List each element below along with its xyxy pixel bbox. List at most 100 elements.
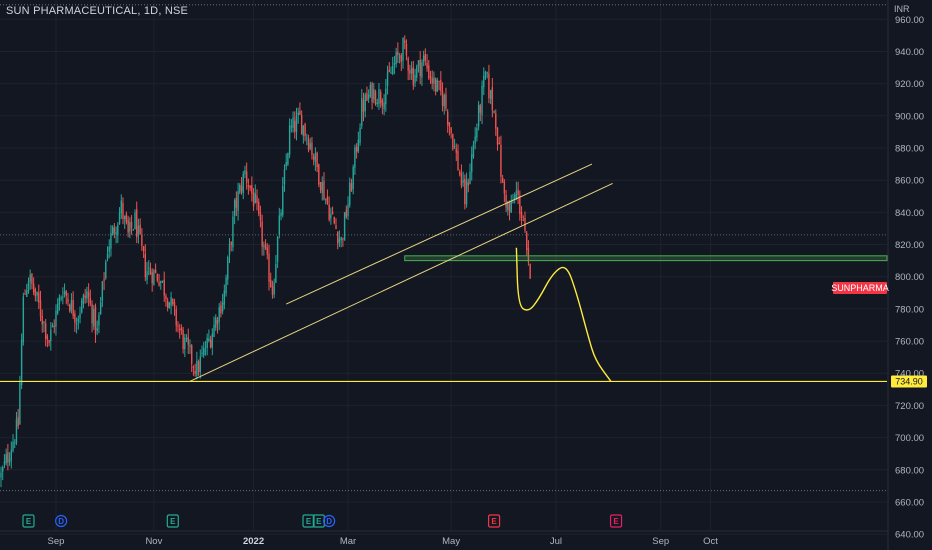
candle-body [201, 352, 203, 354]
earnings-marker-icon[interactable] [22, 514, 35, 528]
candle-body [161, 280, 164, 282]
candle-body [316, 152, 318, 168]
dividend-marker-icon[interactable] [323, 514, 336, 528]
candle-body [146, 270, 148, 281]
earnings-marker-icon[interactable] [302, 514, 315, 528]
candle-body [216, 320, 219, 325]
candle-body [56, 303, 59, 314]
candle-body [352, 166, 354, 189]
candle-body [426, 63, 428, 69]
candle-body [299, 111, 301, 115]
y-tick-label: 940.00 [895, 47, 924, 58]
candle-body [268, 253, 270, 282]
candle-body [355, 146, 358, 153]
candle-body [417, 60, 420, 67]
candle-body [287, 153, 289, 165]
candle-body [294, 120, 296, 132]
earnings-marker-icon[interactable] [166, 514, 179, 528]
candle-body [410, 68, 413, 74]
candle-body [483, 76, 485, 88]
candle-body [38, 292, 40, 303]
candle-body [75, 323, 78, 325]
y-tick-label: 800.00 [895, 272, 924, 283]
candle-body [15, 419, 18, 443]
candlesticks [0, 35, 531, 488]
support-zone [404, 255, 888, 262]
candle-body [359, 127, 361, 143]
candle-body [256, 195, 258, 203]
candle-body [101, 281, 104, 301]
candle-body [103, 279, 105, 281]
candle-body [379, 92, 382, 103]
event-marker-letter: E [491, 517, 497, 526]
x-tick-label: May [442, 536, 460, 547]
candle-body [438, 81, 440, 83]
candle-body [39, 300, 42, 317]
candle-body [343, 212, 346, 241]
price-axis[interactable]: 960.00 940.00 920.00 900.00 880.00 860.00 840.… [887, 0, 924, 550]
time-axis[interactable]: Sep Nov 2022 Mar May Jul Sep Oct [0, 530, 888, 547]
candle-body [60, 297, 62, 299]
candle-body [111, 226, 114, 235]
candle-body [87, 292, 90, 298]
candle-body [8, 459, 11, 463]
candle-body [507, 202, 509, 211]
candle-body [118, 212, 121, 224]
candle-body [187, 337, 189, 345]
candle-body [134, 212, 136, 230]
candle-body [321, 182, 323, 193]
candle-body [2, 467, 4, 472]
candle-body [453, 145, 456, 147]
candle-body [282, 186, 284, 216]
candle-body [17, 416, 19, 427]
candle-body [266, 247, 268, 255]
candle-body [312, 156, 315, 160]
y-tick-label: 760.00 [895, 337, 924, 348]
candle-body [29, 274, 31, 282]
candle-body [307, 139, 310, 150]
candle-body [232, 216, 234, 248]
candle-body [82, 294, 85, 304]
candle-body [428, 65, 430, 79]
candle-body [197, 361, 200, 373]
candle-body [464, 178, 466, 205]
candle-body [46, 336, 49, 340]
candle-body [400, 55, 402, 62]
candle-body [319, 182, 322, 191]
earnings-marker-icon[interactable] [312, 514, 325, 528]
candle-body [178, 329, 181, 331]
candle-body [422, 55, 425, 63]
candle-body [424, 54, 427, 61]
candle-body [211, 333, 214, 348]
candle-body [349, 182, 351, 206]
x-tick-label: Mar [340, 536, 356, 547]
candle-body [486, 72, 488, 74]
candle-body [53, 325, 55, 327]
candle-body [127, 219, 129, 233]
event-marker-letter: E [170, 517, 176, 526]
y-tick-label: 660.00 [895, 497, 924, 508]
candle-body [517, 189, 519, 195]
projection-path [515, 247, 612, 382]
dividend-marker-icon[interactable] [55, 514, 68, 528]
event-marker-letter: E [316, 517, 322, 526]
candle-body [223, 290, 226, 305]
candle-body [244, 169, 246, 175]
candle-body [416, 66, 418, 78]
candle-body [249, 185, 251, 189]
earnings-marker-icon[interactable] [609, 514, 623, 528]
candle-body [264, 244, 267, 249]
candle-body [376, 102, 378, 104]
candle-body [367, 94, 370, 99]
earnings-marker-icon[interactable] [487, 514, 501, 528]
candle-body [357, 139, 360, 152]
candle-body [285, 161, 287, 167]
candle-body [519, 195, 521, 214]
candle-body [194, 371, 196, 374]
candle-body [196, 361, 198, 376]
candle-body [283, 169, 286, 185]
candle-body [3, 461, 6, 465]
candle-body [278, 215, 281, 236]
candle-body [5, 454, 7, 464]
